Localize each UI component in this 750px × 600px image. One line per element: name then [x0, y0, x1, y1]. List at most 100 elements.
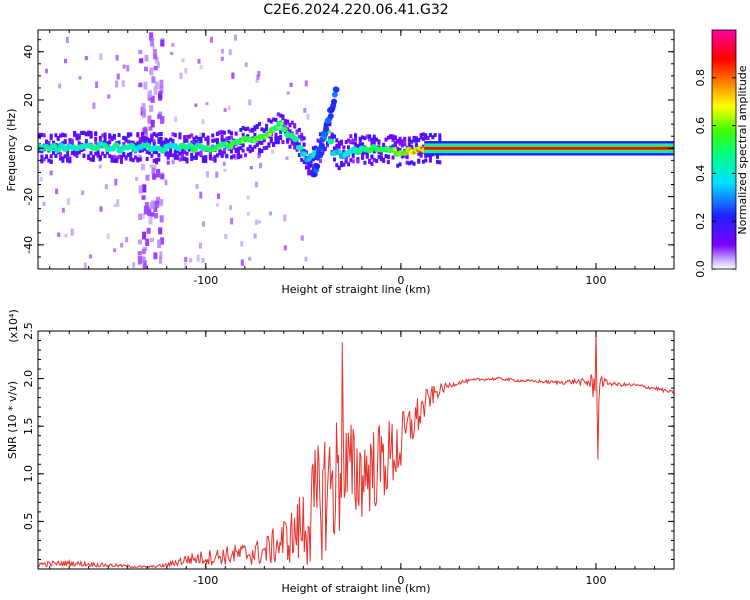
spectrogram-band — [155, 150, 159, 155]
spectrogram-speckle — [98, 164, 102, 169]
spectrogram-band — [229, 149, 233, 154]
spectrogram-data — [38, 32, 674, 269]
spectrogram-speckle — [92, 102, 96, 109]
spectrogram-band — [178, 157, 182, 162]
spectrogram-band — [241, 143, 245, 148]
spectrogram-speckle — [142, 231, 147, 240]
spectrogram-band — [342, 145, 346, 150]
spectrogram-band — [227, 129, 231, 134]
spectrogram-speckle — [49, 170, 53, 176]
spectrogram-band — [265, 123, 269, 128]
spectrogram-band — [307, 171, 311, 176]
spectrogram-speckle — [138, 185, 143, 194]
spectrogram-band — [279, 113, 283, 118]
spectrogram-speckle — [249, 166, 253, 170]
spectrogram-band — [265, 126, 269, 131]
spectrogram-band — [272, 117, 276, 122]
spectrogram-band — [293, 141, 297, 146]
spectrogram-band — [98, 156, 102, 161]
spectrogram-band — [321, 150, 325, 155]
spectrogram-frame — [37, 29, 675, 270]
spectrogram-band — [87, 154, 91, 159]
spectrogram-speckle — [195, 184, 199, 189]
spectrogram-speckle — [271, 149, 275, 154]
spectrogram-feature — [318, 142, 325, 149]
spectrogram-band — [337, 144, 341, 149]
spectrogram-band — [150, 136, 154, 141]
spectrogram-speckle — [283, 214, 287, 222]
spectrogram-ridge — [338, 150, 343, 154]
spectrogram-speckle — [159, 237, 164, 245]
spectrogram-speckle — [150, 119, 155, 128]
spectrogram-band — [419, 150, 423, 155]
spectrogram-band — [354, 133, 358, 138]
spectrogram-speckle — [159, 85, 164, 94]
spectrogram-band — [185, 159, 189, 164]
spectrogram-band — [382, 142, 386, 147]
spectrogram-band — [297, 135, 301, 140]
spectrogram-band — [155, 160, 159, 165]
spectrogram-band — [304, 165, 308, 170]
spectrogram-band — [398, 141, 402, 146]
spectrogram-speckle — [224, 233, 228, 240]
spectrogram-band — [398, 136, 402, 141]
spectrogram-band — [410, 160, 414, 165]
spectrogram-band — [145, 140, 149, 145]
spectrogram-band — [73, 152, 77, 157]
spectrogram-band — [267, 142, 271, 147]
spectrogram-speckle — [120, 242, 124, 248]
spectrogram-band — [220, 134, 224, 139]
spectrogram-band — [272, 141, 276, 146]
spectrogram-band — [157, 137, 161, 142]
spectrogram-band — [337, 166, 341, 171]
spectrogram-ridge — [268, 132, 273, 136]
spectrogram-speckle — [160, 173, 165, 180]
spectrogram-band — [349, 158, 353, 163]
spectrogram-band — [281, 140, 285, 145]
spectrogram-band — [190, 140, 194, 145]
spectrogram-speckle — [58, 83, 62, 89]
spectrogram-ridge — [104, 143, 109, 147]
spectrogram-feature — [327, 113, 334, 120]
spectrogram-speckle — [230, 218, 234, 225]
spectrogram-band — [204, 136, 208, 141]
spectrogram-band — [124, 138, 128, 143]
spectrogram-speckle — [153, 86, 158, 95]
spectrogram-band — [77, 133, 81, 138]
spectrogram-band — [340, 160, 344, 165]
spectrogram-band — [311, 166, 315, 171]
spectrogram-band — [386, 154, 390, 159]
spectrogram-band — [54, 133, 58, 138]
spectrogram-speckle — [229, 205, 233, 210]
spectrogram-band — [236, 148, 240, 153]
colorbar-tick-label: 0.2 — [694, 212, 707, 230]
spectrogram-band — [80, 130, 84, 135]
spectrogram-band — [232, 145, 236, 150]
spectrogram-band — [295, 130, 299, 135]
spectrogram-band — [211, 156, 215, 161]
spectrogram-band — [152, 150, 156, 155]
spectrogram-band — [356, 159, 360, 164]
colorbar: 0.0 0.2 0.4 0.6 0.8 Normalized spectral ampl… — [694, 29, 749, 278]
spectrogram-ticks: -100 0 100 -40 -20 0 20 40 — [22, 30, 675, 287]
spectrogram-band — [192, 136, 196, 141]
spectrogram-band — [162, 140, 166, 145]
spectrogram-band — [288, 129, 292, 134]
spectrogram-band — [398, 148, 402, 153]
spectrogram-speckle — [152, 201, 157, 209]
spectrogram-band — [391, 134, 395, 139]
spectrogram-ridge — [299, 146, 304, 150]
spectrogram-speckle — [149, 105, 154, 112]
spectrogram-band — [122, 136, 126, 141]
spectrogram-band — [414, 136, 418, 141]
spectrogram-band — [133, 155, 137, 160]
spectrogram-band — [91, 157, 95, 162]
spectrogram-band — [276, 140, 280, 145]
spectrogram-speckle — [141, 248, 146, 255]
spectrogram-band — [288, 123, 292, 128]
spectrogram-band — [126, 152, 130, 157]
spectrogram-band — [194, 152, 198, 157]
spectrogram-band — [155, 158, 159, 163]
spectrogram-band — [307, 161, 311, 166]
spectrogram-band — [59, 153, 63, 158]
